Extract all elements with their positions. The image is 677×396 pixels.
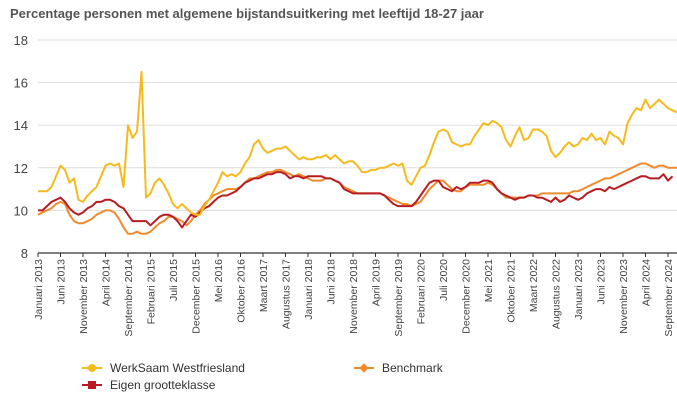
legend-diamond-icon: [354, 363, 374, 373]
series-line-werksaam-westfriesland: [38, 70, 677, 216]
x-tick-label: Oktober 2021: [506, 259, 518, 323]
legend-item-eigen[interactable]: Eigen grootteklasse: [82, 378, 215, 392]
x-tick-label: Juni 2023: [596, 259, 608, 305]
x-tick-label: Maart 2022: [528, 259, 540, 312]
x-tick-label: November 2023: [618, 259, 630, 334]
x-tick-label: Maart 2017: [258, 259, 270, 312]
x-tick-label: Juli 2015: [168, 259, 180, 301]
x-tick-label: Februari 2020: [416, 259, 428, 325]
x-tick-label: Januari 2023: [573, 259, 585, 320]
x-axis-ticks: Januari 2013 Juni 2013 November 2013 April …: [33, 253, 675, 337]
x-tick-label: December 2020: [461, 259, 473, 334]
x-tick-label: Mei 2021: [483, 259, 495, 302]
x-tick-label: Januari 2018: [303, 259, 315, 320]
series-lines: [37, 70, 677, 235]
x-tick-label: April 2014: [101, 259, 113, 306]
x-tick-label: December 2015: [191, 259, 203, 334]
y-tick-label: 16: [14, 76, 28, 91]
x-tick-label: Mei 2016: [213, 259, 225, 302]
x-tick-label: Juni 2013: [56, 259, 68, 305]
x-tick-label: Januari 2013: [33, 259, 45, 320]
series-line-eigen-grootteklasse: [38, 171, 674, 229]
x-tick-label: September 2024: [663, 259, 675, 337]
x-tick-label: November 2018: [348, 259, 360, 334]
x-tick-label: Juli 2020: [438, 259, 450, 301]
x-tick-label: Oktober 2016: [236, 259, 248, 323]
legend-label: Benchmark: [382, 361, 443, 375]
x-tick-label: Augustus 2017: [281, 259, 293, 329]
x-tick-label: April 2024: [641, 259, 653, 306]
y-tick-label: 18: [14, 33, 28, 48]
chart-title: Percentage personen met algemene bijstan…: [10, 6, 484, 21]
legend-item-werksaam[interactable]: WerkSaam Westfriesland: [82, 361, 245, 375]
legend-label: Eigen grootteklasse: [110, 378, 216, 392]
y-tick-label: 14: [14, 118, 28, 133]
x-tick-label: Juni 2018: [326, 259, 338, 305]
legend-circle-icon: [82, 363, 102, 373]
x-tick-label: September 2019: [393, 259, 405, 337]
x-tick-label: Augustus 2022: [551, 259, 563, 329]
x-tick-label: Februari 2015: [146, 259, 158, 325]
legend-item-benchmark[interactable]: Benchmark: [354, 361, 443, 375]
x-tick-label: April 2019: [371, 259, 383, 306]
y-tick-label: 10: [14, 203, 28, 218]
legend-label: WerkSaam Westfriesland: [110, 361, 245, 375]
y-tick-label: 8: [21, 246, 28, 261]
x-tick-label: September 2014: [123, 259, 135, 337]
gridlines: [38, 39, 677, 254]
y-tick-label: 12: [14, 161, 28, 176]
y-axis-ticks: 8 10 12 14 16 18: [14, 33, 28, 261]
x-tick-label: November 2013: [78, 259, 90, 334]
legend-square-icon: [82, 380, 102, 390]
